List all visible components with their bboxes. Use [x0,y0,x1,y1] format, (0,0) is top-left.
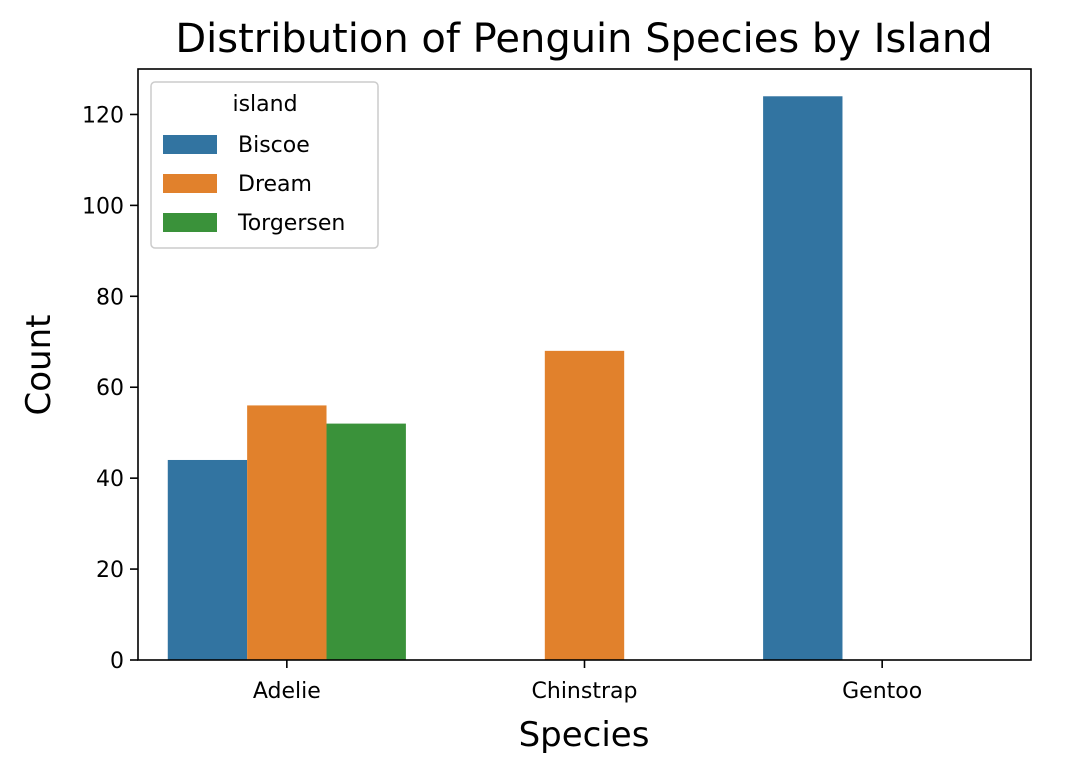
bar-dream-adelie [247,405,327,660]
x-tick-label: Gentoo [842,679,922,704]
y-tick-label: 60 [96,376,124,401]
y-tick-label: 20 [96,558,124,583]
x-axis-title: Species [519,715,650,755]
legend-title: island [232,92,297,117]
x-axis: Adelie Chinstrap Gentoo [253,660,922,704]
legend-label-dream: Dream [238,172,312,197]
bar-torgersen-adelie [326,423,406,660]
x-tick-label: Chinstrap [532,679,638,704]
bars-layer [167,96,843,660]
legend: island Biscoe Dream Torgersen [150,81,379,249]
x-tick-label: Adelie [253,679,321,704]
y-tick-label: 80 [96,285,124,310]
legend-swatch-torgersen [163,213,217,232]
legend-label-torgersen: Torgersen [237,211,345,236]
bar-biscoe-gentoo [763,96,843,660]
y-tick-label: 120 [82,103,124,128]
legend-swatch-biscoe [163,135,217,154]
legend-box [150,81,379,249]
chart-title: Distribution of Penguin Species by Islan… [175,16,992,62]
y-tick-label: 0 [110,649,124,674]
bar-biscoe-adelie [167,459,248,660]
bar-dream-chinstrap [544,350,625,660]
y-tick-label: 40 [96,467,124,492]
y-axis-title: Count [19,315,59,416]
y-tick-label: 100 [82,194,124,219]
legend-swatch-dream [163,174,217,193]
y-axis: 0 20 40 60 80 100 120 [82,103,138,674]
legend-label-biscoe: Biscoe [238,133,310,158]
